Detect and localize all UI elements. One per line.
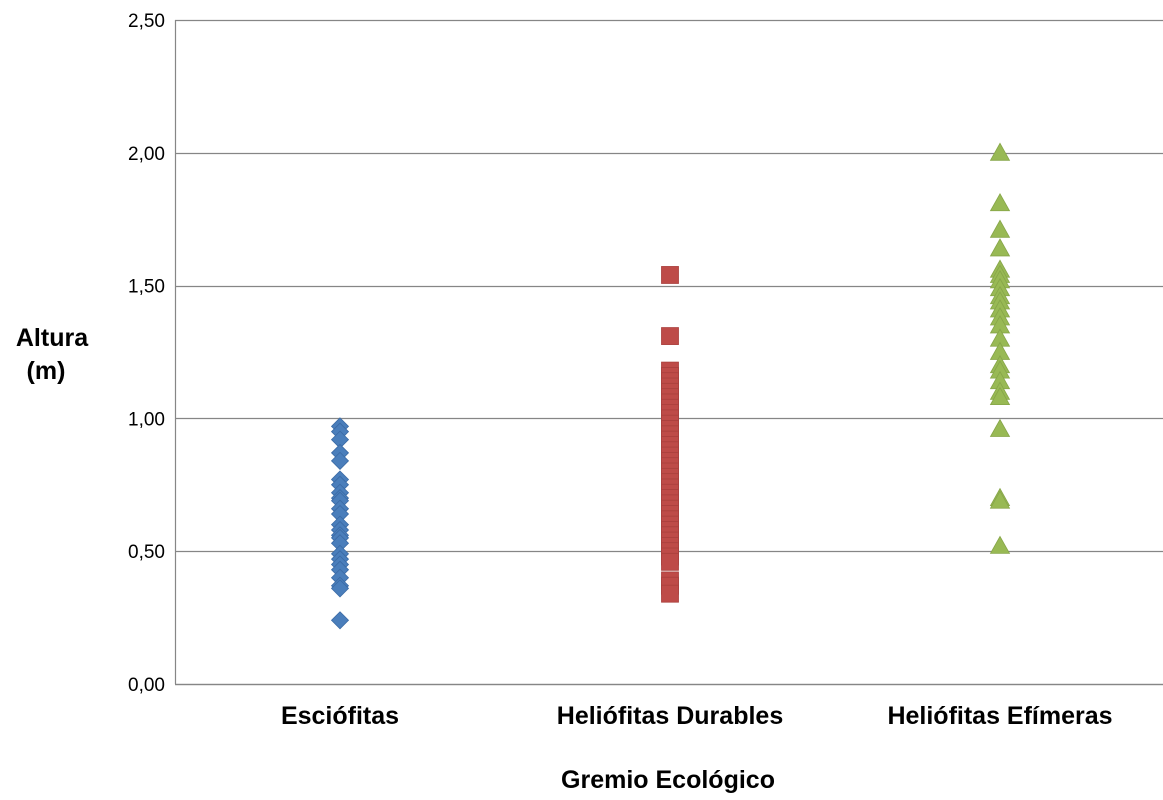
y-tick-label: 2,00	[128, 144, 165, 165]
data-point-triangle	[989, 192, 1011, 212]
data-point-square	[661, 266, 679, 284]
data-point-triangle	[989, 142, 1011, 161]
data-point-triangle	[989, 418, 1011, 437]
data-point-diamond	[330, 611, 350, 630]
data-point-triangle	[989, 386, 1011, 406]
data-point-diamond	[330, 451, 350, 470]
x-category-label: Heliófitas Efímeras	[887, 702, 1112, 730]
data-point-triangle	[989, 490, 1011, 509]
x-axis-title: Gremio Ecológico	[561, 766, 775, 794]
data-point-square	[661, 584, 679, 603]
y-axis-title-line-2: (m)	[27, 357, 66, 385]
y-tick-label: 1,50	[128, 277, 165, 298]
y-tick-label: 1,00	[128, 409, 165, 430]
axis-titles: Altura (m) Gremio Ecológico	[16, 324, 775, 794]
y-axis-title-line-1: Altura	[16, 324, 89, 352]
data-point-square	[661, 552, 679, 571]
y-tick-labels: 0,00 0,50 1,00 1,50 2,00 2,50	[128, 11, 165, 696]
data-point-triangle	[989, 219, 1011, 238]
data-point-triangle	[989, 238, 1011, 257]
data-points	[330, 142, 1011, 630]
y-tick-label: 0,00	[128, 675, 165, 696]
data-point-square	[661, 327, 679, 345]
y-tick-label: 2,50	[128, 11, 165, 32]
x-category-label: Heliófitas Durables	[557, 702, 783, 730]
x-category-labels: Esciófitas Heliófitas Durables Heliófitas …	[281, 702, 1113, 730]
data-point-diamond	[330, 579, 350, 598]
y-tick-label: 0,50	[128, 542, 165, 563]
axes	[174, 20, 1163, 686]
data-point-triangle	[989, 535, 1011, 554]
x-category-label: Esciófitas	[281, 702, 399, 730]
